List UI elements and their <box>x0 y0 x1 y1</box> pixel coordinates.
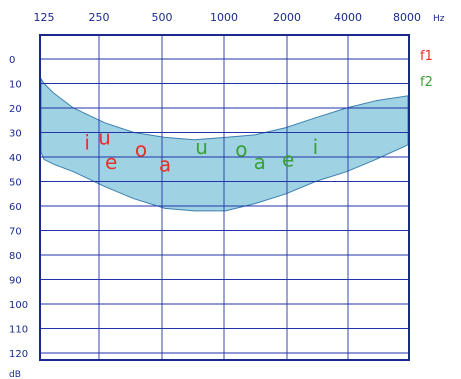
phoneme-i-9: i <box>313 135 319 159</box>
x-tick-labels: 125 250 500 1000 2000 4000 8000 <box>34 11 422 24</box>
y-tick-30: 30 <box>9 129 22 140</box>
y-tick-20: 20 <box>9 104 22 115</box>
x-tick-250: 250 <box>89 11 110 24</box>
y-axis-unit: dB <box>9 370 21 379</box>
legend-f2: f2 <box>420 75 433 90</box>
y-tick-10: 10 <box>9 80 22 91</box>
phoneme-u-1: u <box>98 125 111 149</box>
y-tick-40: 40 <box>9 153 22 164</box>
speech-band <box>40 76 409 212</box>
legend-f1: f1 <box>420 49 433 64</box>
grid-group <box>39 34 410 361</box>
plot-frame <box>39 34 410 361</box>
x-tick-4000: 4000 <box>334 11 362 24</box>
x-tick-125: 125 <box>34 11 55 24</box>
y-tick-50: 50 <box>9 178 22 189</box>
y-tick-110: 110 <box>9 325 28 336</box>
phoneme-e-8: e <box>282 147 294 171</box>
x-axis-unit: Hz <box>433 14 445 24</box>
x-tick-2000: 2000 <box>273 11 301 24</box>
phoneme-o-3: o <box>135 138 147 162</box>
y-tick-labels: 0 10 20 30 40 50 60 70 80 90 100 110 120 <box>9 55 28 360</box>
phoneme-o-6: o <box>235 138 247 162</box>
x-tick-1000: 1000 <box>210 11 238 24</box>
y-tick-70: 70 <box>9 227 22 238</box>
speech-banana-band-group <box>40 76 409 212</box>
phoneme-a-4: a <box>159 152 171 176</box>
phoneme-u-5: u <box>195 135 208 159</box>
phoneme-a-7: a <box>254 150 266 174</box>
phoneme-i-0: i <box>84 130 90 154</box>
y-tick-0: 0 <box>9 55 15 66</box>
y-tick-100: 100 <box>9 300 28 311</box>
y-tick-90: 90 <box>9 276 22 287</box>
x-tick-8000: 8000 <box>393 11 421 24</box>
legend: f1 f2 <box>420 49 433 90</box>
y-tick-60: 60 <box>9 202 22 213</box>
phoneme-e-2: e <box>105 150 117 174</box>
y-tick-120: 120 <box>9 349 28 360</box>
y-tick-80: 80 <box>9 251 22 262</box>
x-tick-500: 500 <box>152 11 173 24</box>
